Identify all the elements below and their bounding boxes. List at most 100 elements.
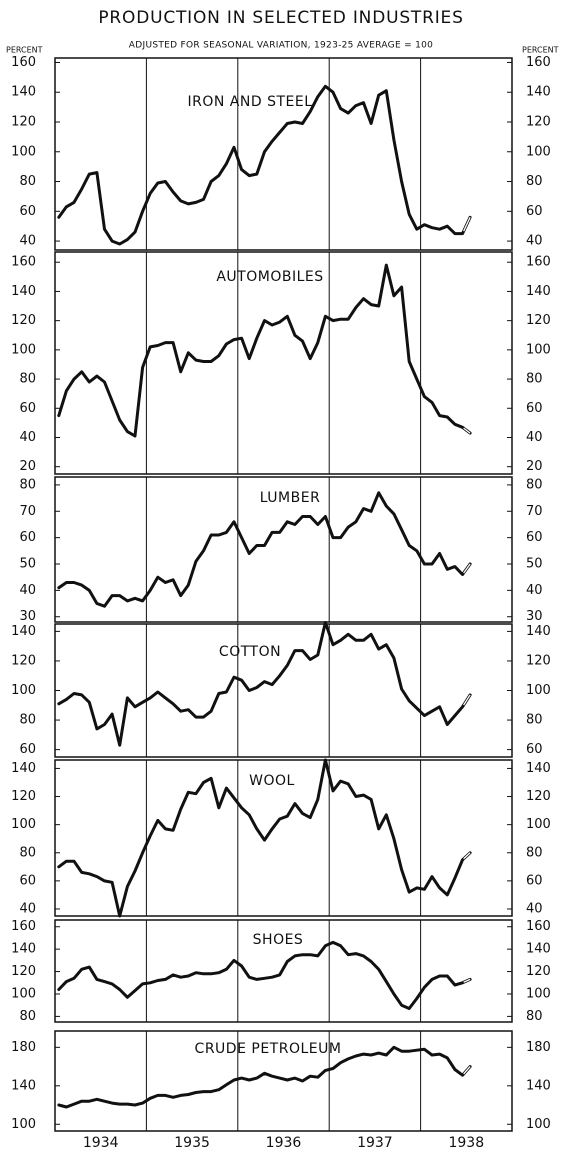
- y-tick-label: 120: [11, 964, 36, 979]
- hollow-segment: [463, 852, 471, 860]
- y-tick-label: 50: [526, 557, 543, 572]
- y-tick-label: 40: [526, 901, 543, 916]
- y-tick-label: 140: [526, 85, 551, 100]
- y-tick-label: 120: [526, 313, 551, 328]
- y-tick-label: 120: [11, 789, 36, 804]
- y-tick-label: 160: [526, 255, 551, 270]
- y-tick-label: 40: [19, 234, 36, 249]
- y-tick-label: 60: [526, 742, 543, 757]
- y-tick-label: 60: [526, 204, 543, 219]
- y-tick-label: 140: [526, 1078, 551, 1093]
- panel-frame: [54, 476, 513, 623]
- y-tick-label: 30: [19, 609, 36, 624]
- y-tick-label: 40: [19, 583, 36, 598]
- y-tick-label: 140: [11, 1078, 36, 1093]
- y-tick-label: 100: [11, 817, 36, 832]
- y-tick-label: 180: [11, 1040, 36, 1055]
- x-tick-label: 1938: [448, 1135, 484, 1151]
- y-tick-label: 140: [526, 624, 551, 639]
- y-tick-label: 80: [19, 174, 36, 189]
- data-line: [57, 263, 472, 438]
- y-tick-label: 70: [526, 504, 543, 519]
- y-tick-label: 160: [11, 55, 36, 70]
- y-tick-label: 80: [526, 372, 543, 387]
- y-tick-label: 120: [11, 115, 36, 130]
- y-tick-label: 80: [526, 1009, 543, 1024]
- y-tick-label: 80: [526, 174, 543, 189]
- y-tick-label: 40: [19, 430, 36, 445]
- hollow-segment: [463, 1066, 471, 1075]
- panel-title: WOOL: [249, 773, 295, 789]
- y-tick-label: 140: [526, 942, 551, 957]
- data-line: [57, 491, 472, 608]
- x-tick-label: 1937: [357, 1135, 393, 1151]
- y-tick-label: 60: [526, 401, 543, 416]
- hollow-segment: [463, 694, 471, 706]
- data-line: [57, 1045, 472, 1109]
- panel-title: CRUDE PETROLEUM: [195, 1041, 342, 1057]
- panel-title: SHOES: [253, 932, 304, 948]
- y-tick-label: 60: [19, 530, 36, 545]
- chart-title: PRODUCTION IN SELECTED INDUSTRIES: [98, 8, 463, 28]
- chart-subtitle: ADJUSTED FOR SEASONAL VARIATION, 1923-25…: [129, 41, 433, 51]
- y-tick-label: 80: [19, 477, 36, 492]
- y-tick-label: 140: [11, 85, 36, 100]
- panel-title: AUTOMOBILES: [216, 269, 323, 285]
- y-tick-label: 160: [526, 919, 551, 934]
- y-tick-label: 100: [11, 144, 36, 159]
- y-tick-label: 180: [526, 1040, 551, 1055]
- y-tick-label: 30: [526, 609, 543, 624]
- y-tick-label: 140: [526, 761, 551, 776]
- y-tick-label: 40: [526, 234, 543, 249]
- y-tick-label: 20: [19, 459, 36, 474]
- y-tick-label: 140: [526, 284, 551, 299]
- data-line: [57, 940, 472, 1010]
- y-tick-label: 120: [526, 964, 551, 979]
- y-tick-label: 100: [11, 1117, 36, 1132]
- x-tick-label: 1934: [83, 1135, 119, 1151]
- x-tick-label: 1936: [266, 1135, 302, 1151]
- y-axis-label: PERCENT: [6, 46, 43, 55]
- data-line: [57, 84, 472, 246]
- data-line: [57, 621, 472, 747]
- y-tick-label: 160: [11, 255, 36, 270]
- y-tick-label: 80: [19, 372, 36, 387]
- y-tick-label: 100: [11, 342, 36, 357]
- panel-title: IRON AND STEEL: [187, 94, 312, 110]
- y-tick-label: 40: [526, 430, 543, 445]
- y-tick-label: 100: [526, 986, 551, 1001]
- y-tick-label: 60: [19, 204, 36, 219]
- y-tick-label: 120: [526, 653, 551, 668]
- panel-frame: [54, 251, 513, 475]
- y-tick-label: 120: [526, 115, 551, 130]
- y-tick-label: 160: [11, 919, 36, 934]
- y-tick-label: 80: [526, 477, 543, 492]
- y-tick-label: 140: [11, 761, 36, 776]
- panel-frame: [54, 919, 513, 1023]
- y-tick-label: 80: [19, 845, 36, 860]
- y-tick-label: 100: [526, 342, 551, 357]
- y-tick-label: 60: [19, 873, 36, 888]
- panel-title: COTTON: [219, 644, 281, 660]
- y-tick-label: 100: [526, 144, 551, 159]
- x-tick-label: 1935: [174, 1135, 210, 1151]
- panel-frame: [54, 57, 513, 251]
- y-tick-label: 100: [11, 683, 36, 698]
- y-tick-label: 120: [526, 789, 551, 804]
- y-tick-label: 80: [526, 845, 543, 860]
- y-tick-label: 140: [11, 624, 36, 639]
- panel-title: LUMBER: [260, 490, 321, 506]
- y-tick-label: 50: [19, 557, 36, 572]
- y-tick-label: 100: [526, 817, 551, 832]
- y-tick-label: 70: [19, 504, 36, 519]
- y-tick-label: 80: [19, 1009, 36, 1024]
- y-tick-label: 100: [526, 683, 551, 698]
- y-tick-label: 60: [526, 873, 543, 888]
- y-tick-label: 60: [526, 530, 543, 545]
- y-tick-label: 160: [526, 55, 551, 70]
- y-tick-label: 140: [11, 942, 36, 957]
- y-tick-label: 100: [11, 986, 36, 1001]
- panel-frame: [54, 1030, 513, 1132]
- hollow-segment: [463, 563, 471, 574]
